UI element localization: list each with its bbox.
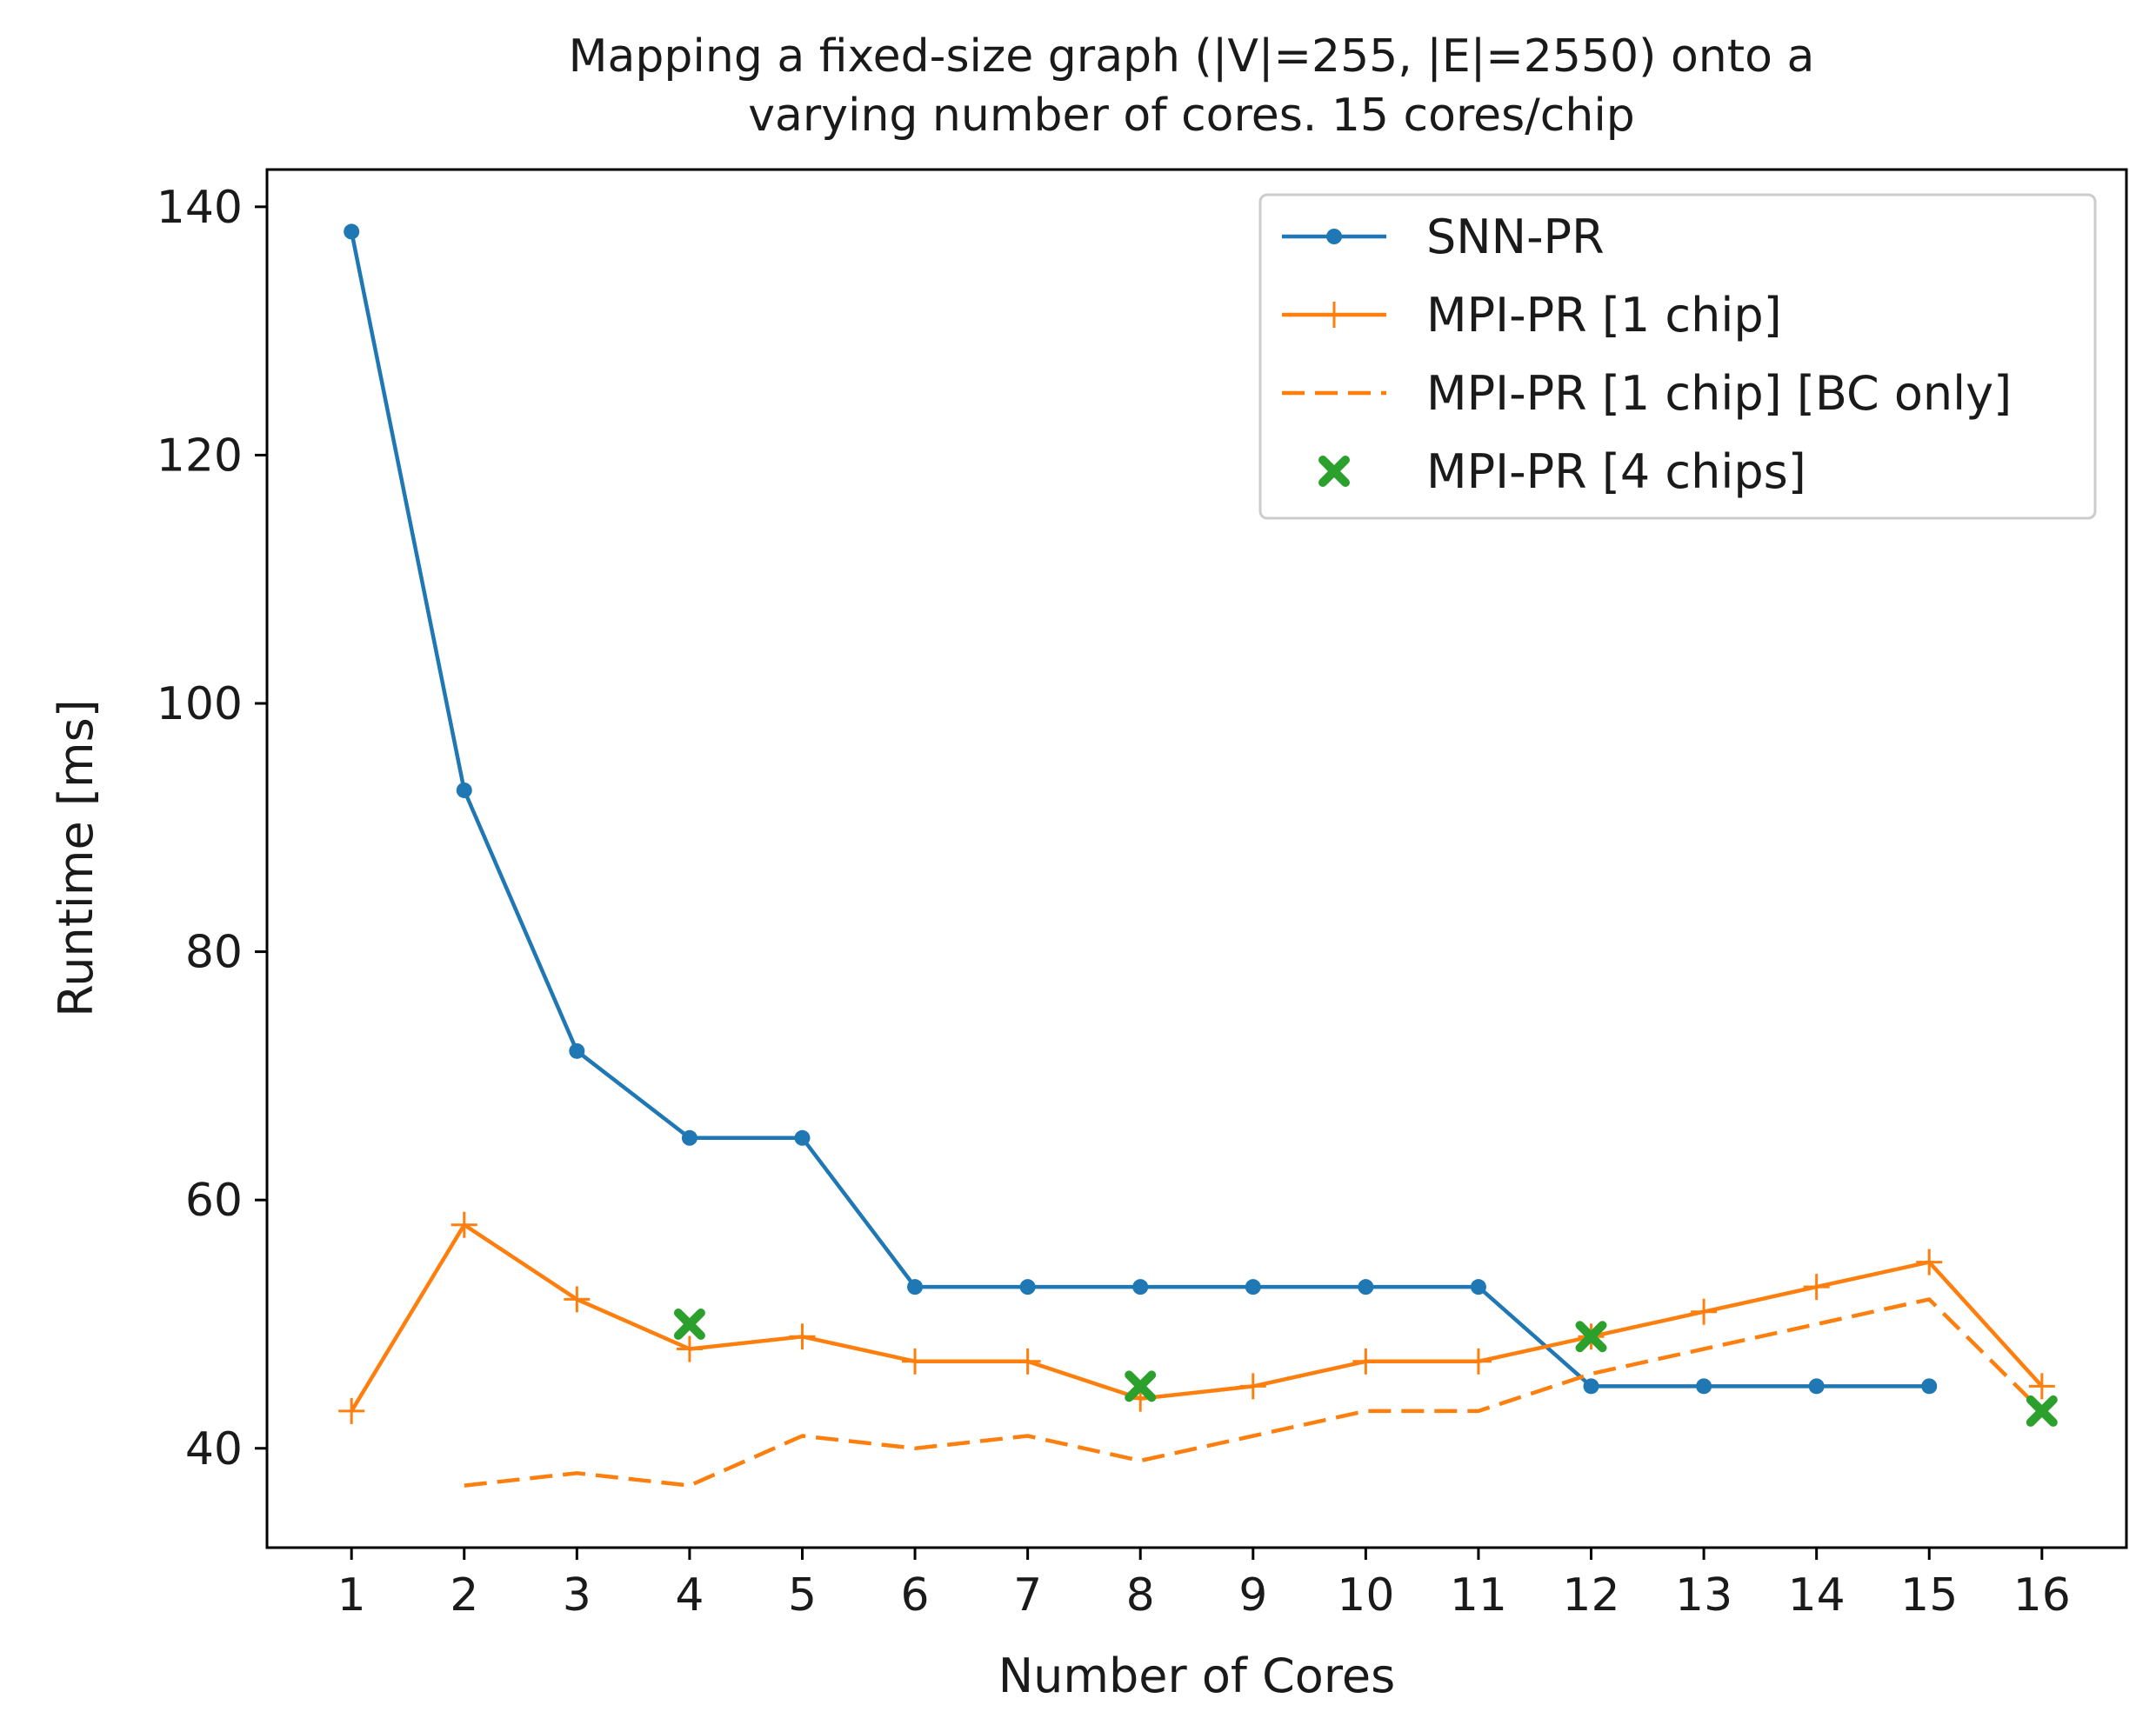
legend-item-mpi-pr-4-chips: MPI-PR [4 chips] <box>1318 444 1806 499</box>
legend-box <box>1258 193 2097 520</box>
x-tick-label: 12 <box>1562 1569 1619 1622</box>
legend-marker <box>1318 456 1350 487</box>
data-point <box>1916 1249 1943 1275</box>
x-tick-label: 5 <box>788 1569 817 1622</box>
legend-label: MPI-PR [4 chips] <box>1426 444 1806 499</box>
x-tick-label: 7 <box>1013 1569 1042 1622</box>
y-tick-label: 60 <box>185 1175 243 1227</box>
plot-area <box>338 223 2058 1488</box>
y-tick-label: 120 <box>157 430 243 482</box>
data-point <box>794 1129 811 1146</box>
x-tick-label: 4 <box>675 1569 704 1622</box>
data-point <box>1696 1378 1712 1395</box>
data-point <box>2028 1373 2055 1400</box>
data-point <box>1691 1298 1718 1325</box>
data-point <box>569 1042 585 1059</box>
data-point <box>1014 1348 1041 1375</box>
series-line <box>350 1222 2044 1413</box>
legend-marker <box>1326 229 1342 244</box>
y-axis-label: Runtime [ms] <box>49 699 103 1017</box>
data-point <box>681 1129 698 1146</box>
data-point <box>1125 1370 1157 1402</box>
data-point <box>1132 1279 1149 1295</box>
x-tick-label: 8 <box>1126 1569 1155 1622</box>
x-tick-label: 11 <box>1450 1569 1507 1622</box>
x-tick-label: 3 <box>563 1569 591 1622</box>
data-point <box>451 1211 477 1238</box>
data-point <box>1352 1348 1379 1375</box>
x-tick-label: 2 <box>450 1569 478 1622</box>
data-point <box>338 1397 365 1424</box>
data-point <box>1803 1274 1830 1301</box>
data-point <box>673 1308 705 1340</box>
y-tick-label: 140 <box>157 182 243 234</box>
legend: SNN-PR MPI-PR [1 chip] MPI-PR [1 chip] [BC… <box>1258 193 2097 520</box>
data-point <box>1358 1279 1374 1295</box>
y-tick-label: 80 <box>185 927 243 979</box>
x-tick-label: 13 <box>1675 1569 1732 1622</box>
data-point <box>1470 1279 1486 1295</box>
legend-marker <box>1321 302 1347 328</box>
data-point <box>1921 1378 1938 1395</box>
chart-subtitle: varying number of cores. 15 cores/chip <box>748 90 1635 142</box>
legend-label: SNN-PR <box>1426 210 1605 264</box>
data-point <box>789 1323 816 1350</box>
legend-label: MPI-PR [1 chip] [BC only] <box>1426 366 2012 421</box>
data-point <box>1583 1378 1599 1395</box>
x-axis-label: Number of Cores <box>998 1648 1395 1703</box>
legend-item-mpi-pr-1-chip: MPI-PR [1 chip] <box>1282 288 1782 343</box>
data-point <box>907 1279 924 1295</box>
data-point <box>1239 1373 1266 1400</box>
x-tick-label: 9 <box>1238 1569 1267 1622</box>
data-point <box>564 1286 591 1313</box>
series-snn-pr <box>344 223 1938 1395</box>
series-line <box>464 1297 2044 1488</box>
data-point <box>344 223 360 240</box>
x-tick-label: 10 <box>1337 1569 1394 1622</box>
legend-item-snn-pr: SNN-PR <box>1282 210 1605 264</box>
data-point <box>1019 1279 1036 1295</box>
x-tick-label: 14 <box>1788 1569 1846 1622</box>
x-tick-label: 6 <box>901 1569 930 1622</box>
data-point <box>1245 1279 1261 1295</box>
x-tick-label: 16 <box>2013 1569 2071 1622</box>
data-point <box>2026 1395 2058 1427</box>
data-point <box>456 782 472 798</box>
legend-label: MPI-PR [1 chip] <box>1426 288 1782 343</box>
data-point <box>1808 1378 1825 1395</box>
data-point <box>1465 1348 1492 1375</box>
series-mpi-pr-4-chips <box>673 1308 2058 1427</box>
series-mpi-pr-1-chip-bc-only <box>464 1297 2044 1488</box>
plot-frame <box>265 168 2128 1549</box>
data-point <box>676 1335 703 1362</box>
data-point <box>1575 1321 1607 1353</box>
y-tick-label: 100 <box>157 678 243 730</box>
x-tick-label: 15 <box>1900 1569 1958 1622</box>
y-tick-label: 40 <box>185 1423 243 1475</box>
x-tick-label: 1 <box>337 1569 366 1622</box>
legend-item-mpi-pr-1-chip-bc-only: MPI-PR [1 chip] [BC only] <box>1282 366 2012 421</box>
data-point <box>902 1348 929 1375</box>
chart-title: Mapping a fixed-size graph (|V|=255, |E|… <box>569 30 1815 83</box>
